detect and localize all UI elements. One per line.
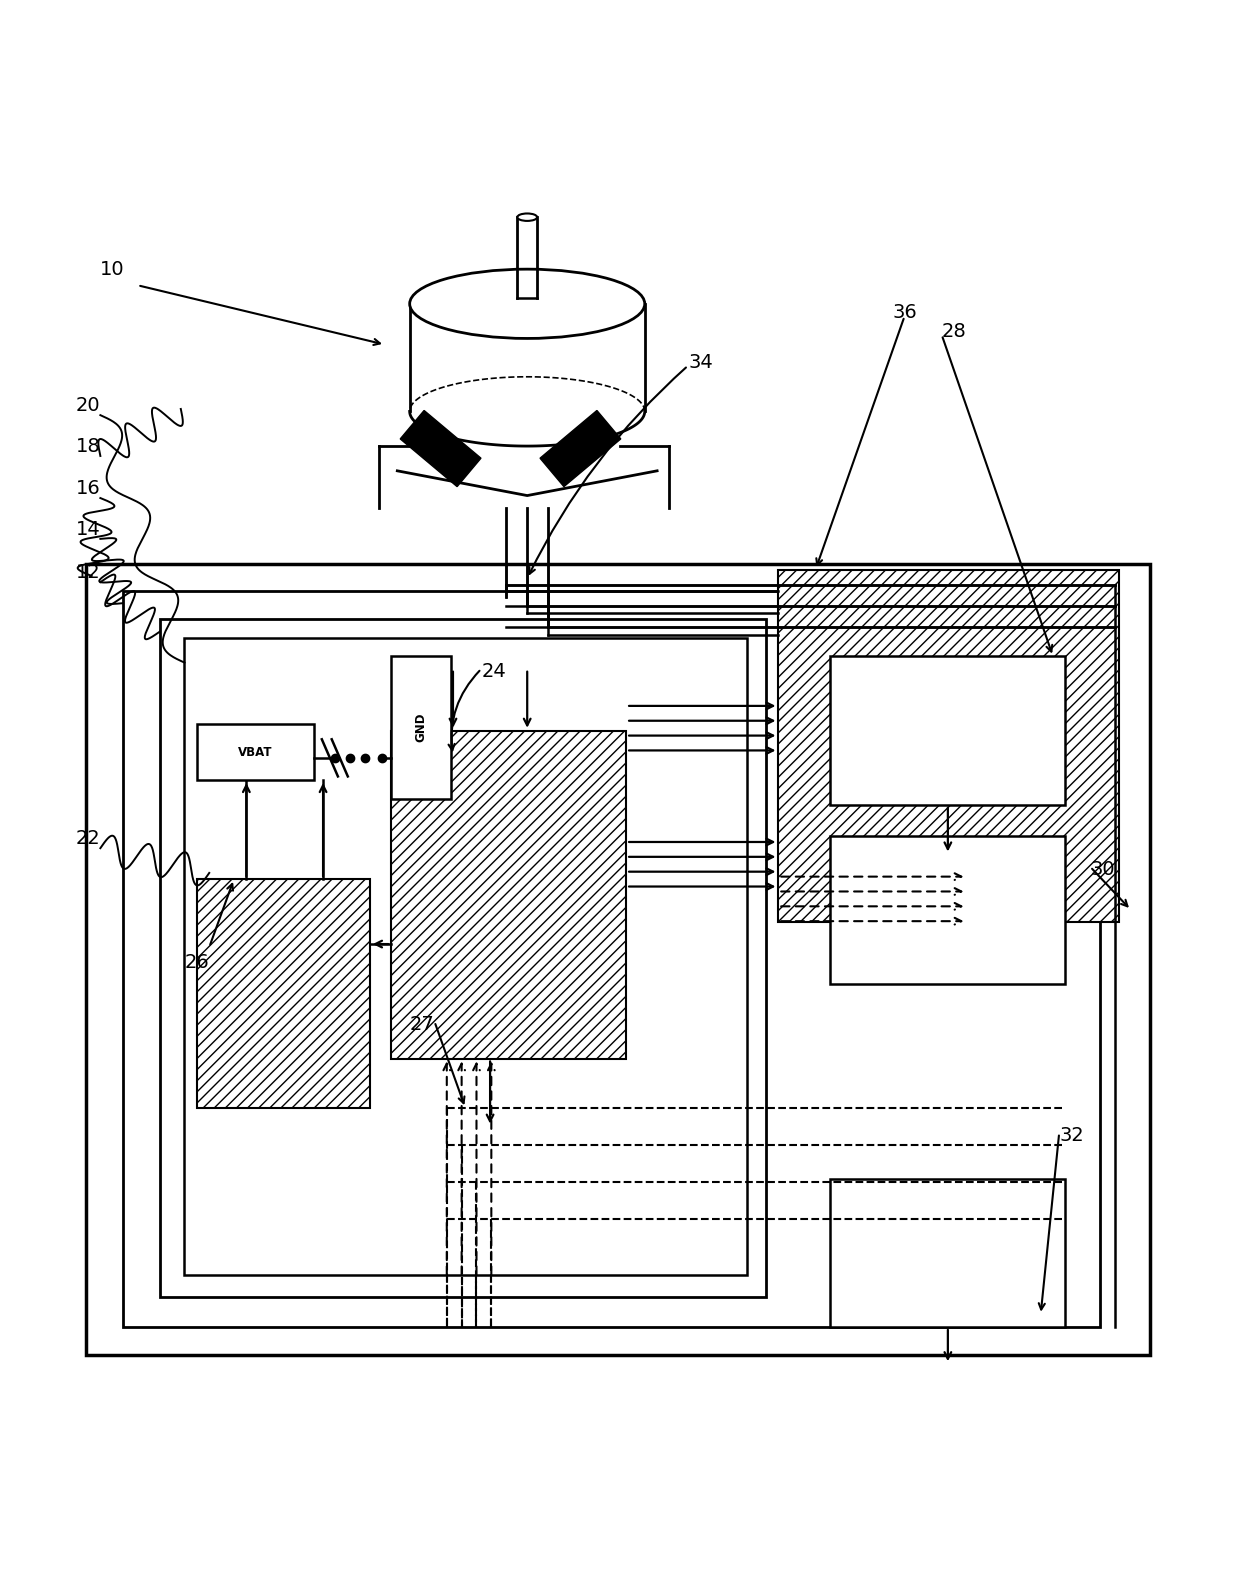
Bar [123, 591, 1100, 1327]
Bar [197, 880, 370, 1108]
Bar [391, 656, 450, 799]
Text: 30: 30 [1090, 861, 1115, 880]
Text: 24: 24 [481, 663, 506, 682]
Ellipse shape [517, 214, 537, 220]
Bar [779, 569, 1118, 922]
Text: 16: 16 [76, 479, 100, 498]
Polygon shape [401, 411, 481, 487]
Text: 14: 14 [76, 520, 100, 539]
Bar [185, 637, 748, 1274]
Bar [831, 656, 1065, 805]
Text: GND: GND [414, 713, 428, 742]
Bar [197, 724, 315, 780]
Text: 27: 27 [409, 1014, 434, 1033]
Text: 36: 36 [893, 303, 916, 322]
Text: 34: 34 [688, 353, 713, 372]
Bar [160, 620, 766, 1297]
Bar [86, 564, 1149, 1355]
Polygon shape [541, 411, 621, 487]
Text: 18: 18 [76, 437, 100, 456]
Text: 26: 26 [185, 953, 210, 972]
Text: 10: 10 [100, 260, 125, 279]
Bar [831, 1179, 1065, 1327]
Bar [391, 731, 626, 1059]
Text: VBAT: VBAT [238, 747, 273, 759]
Text: 20: 20 [76, 396, 100, 415]
Text: 32: 32 [1059, 1125, 1084, 1144]
Ellipse shape [409, 269, 645, 339]
Text: 22: 22 [76, 829, 100, 848]
Bar [831, 835, 1065, 984]
Text: 28: 28 [941, 322, 966, 341]
Text: 12: 12 [76, 563, 100, 582]
